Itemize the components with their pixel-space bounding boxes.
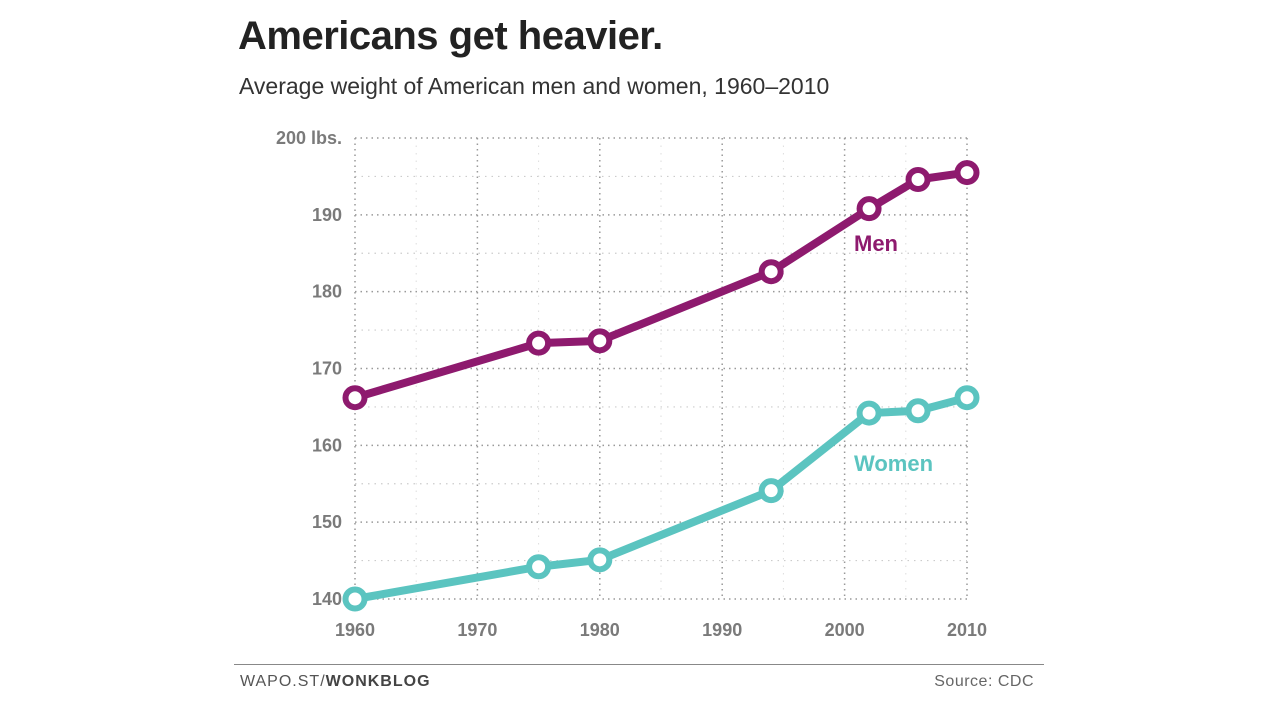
source-note: Source: CDC xyxy=(934,673,1034,690)
x-tick-label: 2010 xyxy=(947,620,987,640)
y-tick-label: 160 xyxy=(312,435,342,455)
chart-subtitle: Average weight of American men and women… xyxy=(239,73,830,99)
data-point xyxy=(342,385,368,411)
x-tick-label: 1980 xyxy=(580,620,620,640)
data-point xyxy=(342,586,368,612)
data-point xyxy=(954,160,980,186)
x-tick-label: 2000 xyxy=(825,620,865,640)
x-tick-label: 1960 xyxy=(335,620,375,640)
data-point xyxy=(905,166,931,192)
credit-prefix: WAPO.ST/ xyxy=(240,673,326,690)
footer-divider xyxy=(234,664,1044,665)
data-point xyxy=(758,259,784,285)
data-point xyxy=(905,398,931,424)
data-point xyxy=(587,547,613,573)
data-point xyxy=(954,385,980,411)
data-point xyxy=(526,330,552,356)
y-tick-label: 190 xyxy=(312,205,342,225)
y-tick-label: 170 xyxy=(312,359,342,379)
data-point xyxy=(758,478,784,504)
y-tick-label: 200 lbs. xyxy=(276,128,342,148)
y-tick-label: 150 xyxy=(312,512,342,532)
chart-title: Americans get heavier. xyxy=(238,14,663,58)
series-label-women: Women xyxy=(854,451,933,476)
series-label-men: Men xyxy=(854,231,898,256)
credit: WAPO.ST/WONKBLOG xyxy=(240,673,431,691)
x-tick-label: 1990 xyxy=(702,620,742,640)
y-tick-label: 140 xyxy=(312,589,342,609)
data-point xyxy=(526,554,552,580)
data-point xyxy=(587,328,613,354)
credit-brand: WONKBLOG xyxy=(325,673,431,690)
data-point xyxy=(856,196,882,222)
data-point xyxy=(856,400,882,426)
x-tick-label: 1970 xyxy=(457,620,497,640)
y-tick-label: 180 xyxy=(312,282,342,302)
